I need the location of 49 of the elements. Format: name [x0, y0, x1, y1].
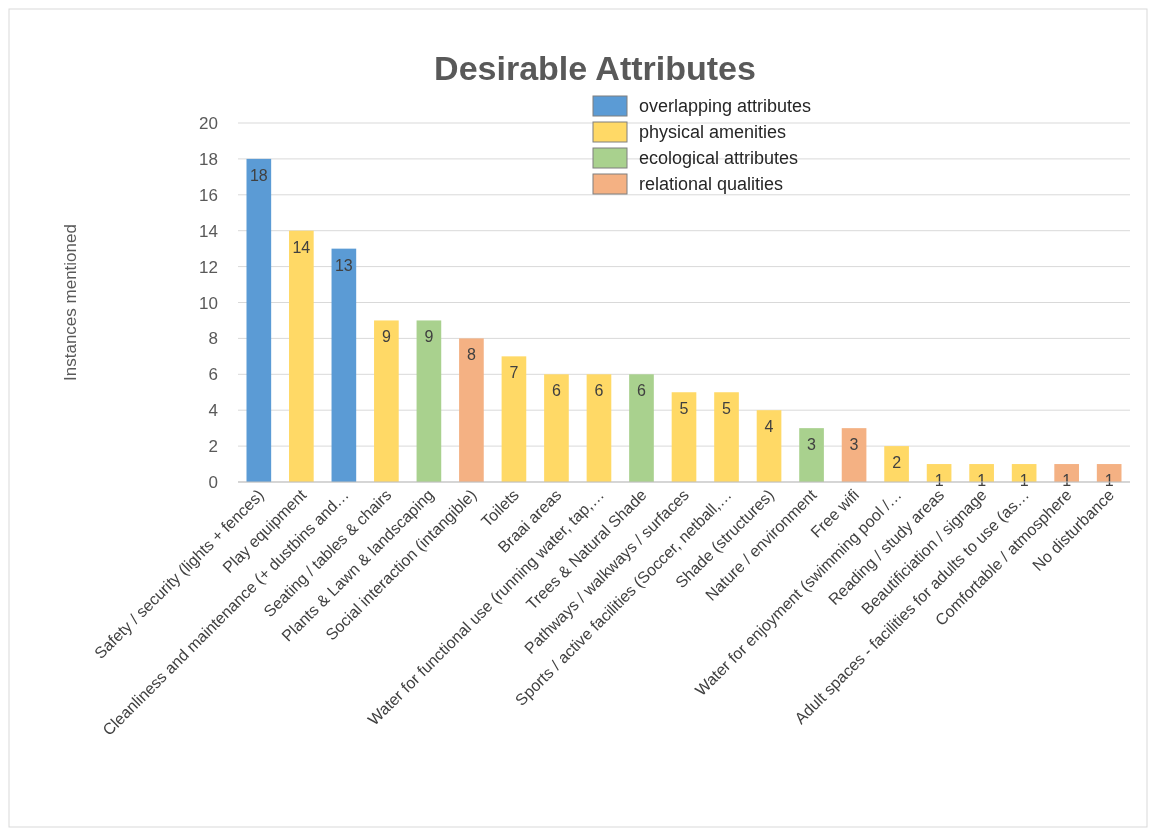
- y-tick-label: 2: [208, 437, 218, 457]
- data-label: 13: [334, 256, 353, 274]
- bar: [501, 356, 527, 482]
- data-label: 4: [764, 418, 774, 436]
- y-tick-label: 12: [199, 257, 218, 277]
- data-label: 7: [509, 364, 519, 382]
- data-label: 18: [249, 166, 268, 184]
- data-label: 5: [722, 400, 732, 418]
- bar: [799, 428, 824, 482]
- y-tick-label: 0: [208, 473, 218, 492]
- data-label: 2: [892, 454, 902, 472]
- y-tick-label: 18: [199, 149, 218, 169]
- legend-label: overlapping attributes: [639, 96, 812, 116]
- bar: [586, 374, 612, 482]
- y-tick-label: 4: [208, 401, 218, 421]
- bar: [756, 410, 782, 482]
- data-label: 5: [679, 400, 689, 418]
- bar: [841, 428, 867, 482]
- data-label: 9: [424, 328, 434, 346]
- data-label: 9: [381, 328, 391, 346]
- y-tick-label: 10: [199, 293, 218, 313]
- bar: [629, 374, 654, 482]
- y-axis-title: Instances mentioned: [61, 224, 80, 381]
- chart-title: Desirable Attributes: [434, 49, 756, 87]
- data-label: 6: [594, 382, 604, 400]
- y-tick-label: 8: [208, 329, 218, 349]
- y-tick-label: 6: [208, 365, 218, 385]
- legend-label: ecological attributes: [639, 148, 799, 168]
- bar: [416, 320, 442, 482]
- data-label: 3: [849, 436, 859, 454]
- legend-label: relational qualities: [639, 174, 784, 194]
- legend-label: physical amenities: [639, 122, 787, 142]
- y-tick-label: 16: [199, 185, 218, 205]
- bar: [671, 392, 697, 482]
- data-label: 3: [807, 436, 817, 454]
- bar: [374, 320, 399, 482]
- data-label: 8: [466, 346, 476, 364]
- data-label: 14: [292, 238, 311, 256]
- bar: [459, 338, 484, 482]
- bar: [246, 158, 272, 482]
- bar: [714, 392, 739, 482]
- bar: [289, 230, 314, 482]
- y-tick-label: 20: [199, 114, 218, 133]
- data-label: 6: [637, 382, 647, 400]
- data-label: 6: [552, 382, 561, 400]
- bar: [544, 374, 569, 482]
- bar: [331, 248, 357, 482]
- bar: [884, 446, 909, 482]
- y-tick-label: 14: [199, 221, 218, 241]
